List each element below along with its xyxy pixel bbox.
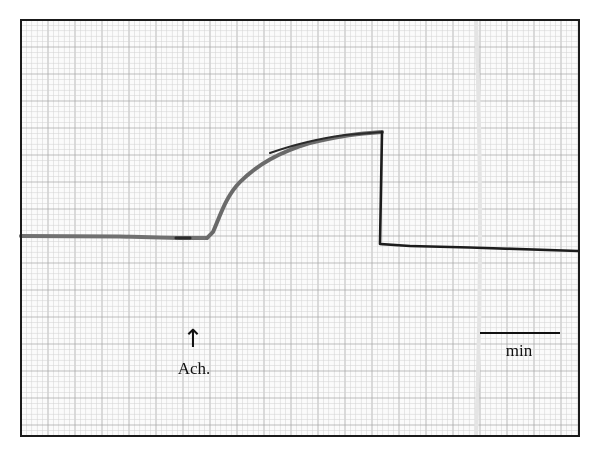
stimulus-label: Ach.	[178, 359, 211, 378]
paper-grid	[20, 19, 579, 437]
trace-dark-overlay	[269, 131, 383, 154]
time-scale-bar: min	[480, 332, 560, 360]
scale-bar-label: min	[506, 341, 533, 360]
paper-seam	[474, 19, 482, 437]
figure-frame	[20, 19, 580, 437]
washout-drop-trace	[378, 130, 580, 253]
stimulus-annotation: ↑ Ach.	[178, 324, 211, 378]
stimulus-arrow: ↑	[183, 324, 204, 353]
baseline-trace	[19, 234, 209, 240]
contraction-trace	[19, 130, 580, 253]
paper-surface	[21, 20, 579, 436]
chart-paper	[20, 19, 579, 437]
